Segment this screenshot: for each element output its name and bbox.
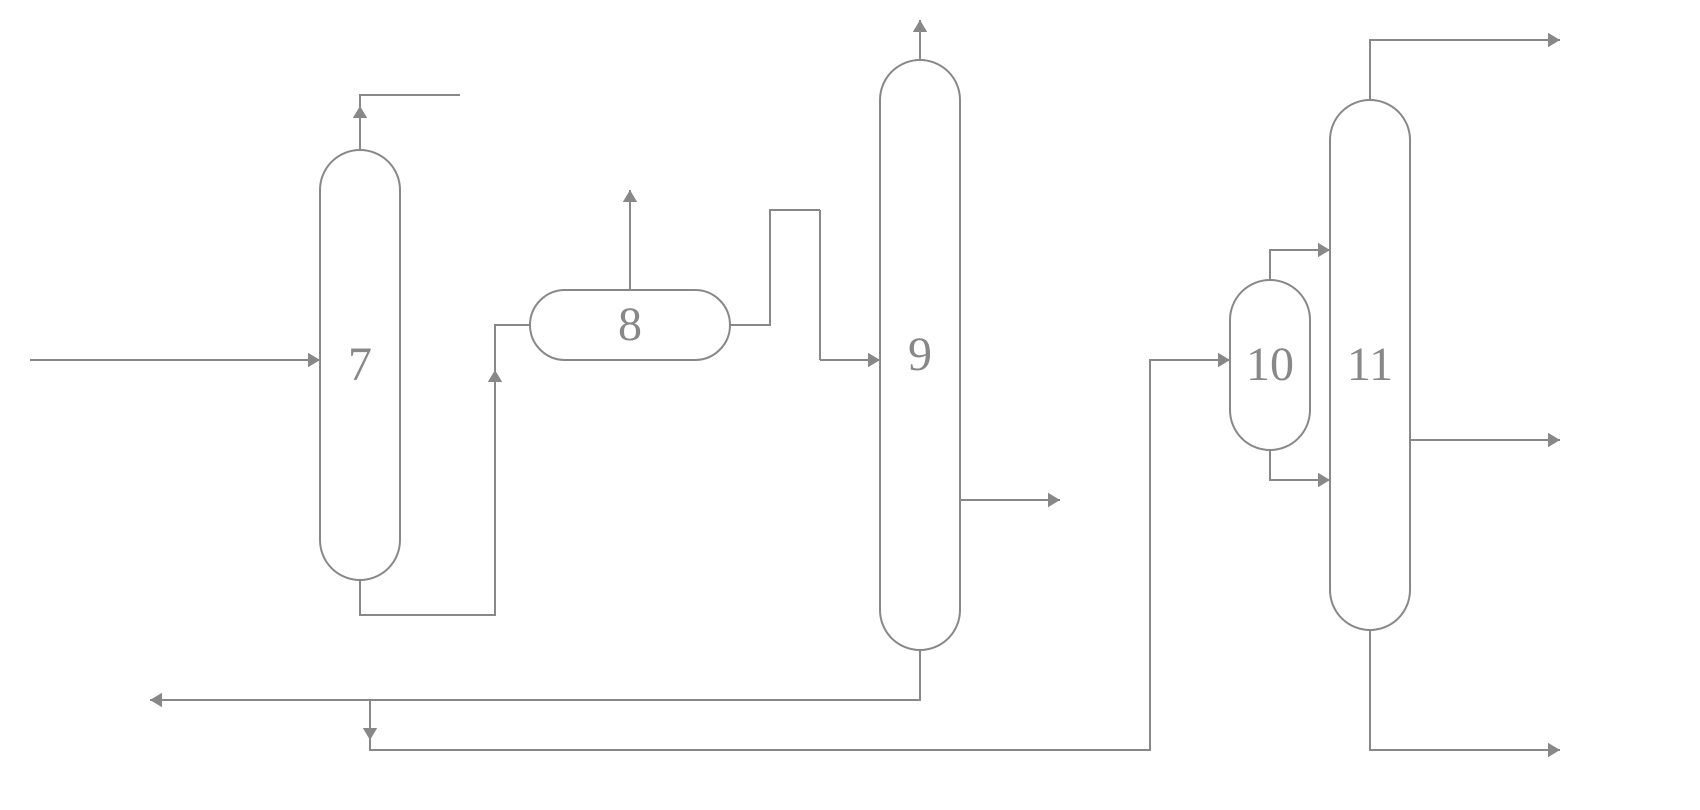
vessel-label-11: 11 <box>1347 338 1393 391</box>
flow-line-9-bottom-down <box>370 360 1230 750</box>
process-flow-diagram: 7 8 9 10 11 <box>0 0 1700 810</box>
flow-line-8-right-to-9 <box>730 210 820 325</box>
vessel-label-7: 7 <box>348 338 372 391</box>
flow-line-11-bottom-out <box>1370 630 1560 750</box>
vessel-label-9: 9 <box>908 328 932 381</box>
vessel-label-10: 10 <box>1246 338 1294 391</box>
flow-line-7-top-out <box>360 95 460 150</box>
flow-line-11-top-out <box>1370 40 1560 100</box>
vessel-label-8: 8 <box>618 298 642 351</box>
flow-line-9-bottom-recycle <box>150 650 920 700</box>
